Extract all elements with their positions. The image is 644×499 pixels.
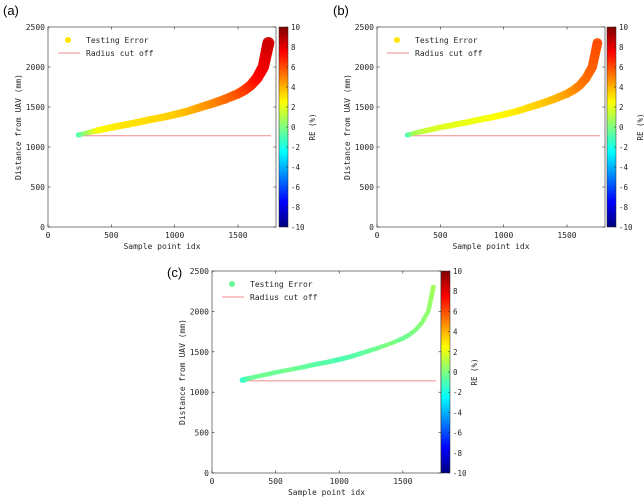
colorbar-label: RE (%) [470, 358, 479, 385]
colorbar-tick-label: -2 [453, 388, 462, 397]
scatter-point [430, 284, 436, 290]
x-tick-label: 0 [210, 477, 215, 486]
colorbar-tick-label: 8 [619, 43, 624, 52]
x-tick-label: 1000 [330, 477, 349, 486]
colorbar-tick-label: -8 [291, 203, 301, 212]
y-tick-label: 1000 [355, 143, 374, 152]
legend-label-testing-error: Testing Error [250, 280, 313, 289]
y-axis-label: Distance from UAV (mm) [178, 319, 187, 425]
y-tick-label: 500 [195, 429, 210, 438]
y-tick-label: 0 [204, 469, 209, 478]
legend-label-testing-error: Testing Error [415, 36, 478, 45]
colorbar-tick-label: -2 [619, 143, 628, 152]
y-tick-label: 2500 [190, 267, 209, 276]
y-tick-label: 2500 [355, 23, 374, 32]
colorbar-tick-label: 4 [291, 83, 296, 92]
scatter-panel-a: (a) 0 500 1000 1500 0 500 1000 1500 2000 2500 Sampl… [3, 3, 317, 251]
colorbar-tick-label: -10 [619, 223, 633, 232]
colorbar-tick-label: 2 [619, 103, 624, 112]
colorbar-tick-label: -8 [453, 449, 463, 458]
x-tick-label: 1000 [494, 231, 513, 240]
colorbar-tick-label: 10 [291, 23, 301, 32]
y-axis-label: Distance from UAV (mm) [14, 74, 23, 180]
panel-label: (b) [333, 3, 349, 18]
scatter-panel-b: (b) 0 500 1000 1500 0 500 1000 1500 2000 2500 Sampl… [333, 3, 644, 251]
colorbar-tick-label: -4 [619, 163, 629, 172]
x-axis-label: Sample point idx [123, 242, 200, 251]
colorbar-tick-label: 6 [619, 63, 624, 72]
scatter-point [262, 37, 275, 49]
legend-marker-testing-error [229, 281, 235, 287]
colorbar-tick-label: 10 [453, 267, 463, 276]
panel-label: (c) [167, 265, 182, 280]
colorbar-tick-label: -4 [453, 408, 463, 417]
x-tick-label: 1500 [393, 477, 412, 486]
colorbar-tick-label: -6 [453, 429, 463, 438]
legend-label-radius-cutoff: Radius cut off [415, 49, 483, 58]
colorbar-tick-label: 2 [453, 348, 458, 357]
y-tick-label: 1500 [190, 348, 209, 357]
y-tick-label: 1500 [355, 103, 374, 112]
y-tick-label: 500 [360, 183, 375, 192]
legend-label-radius-cutoff: Radius cut off [250, 293, 318, 302]
colorbar-tick-label: 8 [453, 287, 458, 296]
legend-box [382, 30, 488, 60]
y-axis-label: Distance from UAV (mm) [343, 74, 352, 180]
y-tick-label: 2000 [190, 307, 209, 316]
axes-frame [376, 26, 606, 228]
colorbar-tick-label: 6 [291, 63, 296, 72]
colorbar-tick-label: -2 [291, 143, 300, 152]
x-tick-label: 0 [375, 231, 380, 240]
y-tick-label: 2500 [26, 23, 45, 32]
colorbar-tick-label: -6 [619, 183, 629, 192]
x-tick-label: 1500 [228, 231, 247, 240]
colorbar-tick-label: 0 [619, 123, 624, 132]
colorbar-tick-label: 10 [619, 23, 629, 32]
axes-frame [211, 270, 442, 474]
scatter-panel-c: (c) 0 500 1000 1500 0 500 1000 1500 2000 2500 Sampl… [167, 265, 479, 497]
legend-label-testing-error: Testing Error [86, 36, 149, 45]
y-tick-label: 500 [31, 183, 46, 192]
colorbar-tick-label: 0 [453, 368, 458, 377]
panel-label: (a) [3, 3, 19, 18]
y-tick-label: 0 [369, 223, 374, 232]
legend-marker-testing-error [394, 37, 400, 43]
scatter-point [592, 38, 603, 48]
x-tick-label: 0 [46, 231, 51, 240]
y-tick-label: 1000 [190, 388, 209, 397]
y-tick-label: 2000 [26, 63, 45, 72]
x-tick-label: 500 [104, 231, 119, 240]
x-tick-label: 500 [268, 477, 283, 486]
y-tick-label: 1500 [26, 103, 45, 112]
y-tick-label: 2000 [355, 63, 374, 72]
colorbar-tick-label: 2 [291, 103, 296, 112]
colorbar-tick-label: 4 [453, 328, 458, 337]
legend-marker-testing-error [65, 37, 71, 43]
legend-label-radius-cutoff: Radius cut off [86, 49, 154, 58]
colorbar-tick-label: 0 [291, 123, 296, 132]
x-tick-label: 1000 [165, 231, 184, 240]
x-tick-label: 1500 [557, 231, 576, 240]
colorbar-tick-label: -4 [291, 163, 301, 172]
colorbar-tick-label: -10 [291, 223, 305, 232]
x-axis-label: Sample point idx [288, 488, 365, 497]
legend-box [217, 274, 323, 304]
colorbar-tick-label: 4 [619, 83, 624, 92]
colorbar-label: RE (%) [308, 113, 317, 140]
y-tick-label: 1000 [26, 143, 45, 152]
axes-frame [47, 26, 277, 228]
colorbar-tick-label: -6 [291, 183, 301, 192]
y-tick-label: 0 [40, 223, 45, 232]
colorbar-label: RE (%) [636, 113, 644, 140]
colorbar-tick-label: 6 [453, 307, 458, 316]
colorbar-tick-label: 8 [291, 43, 296, 52]
colorbar-tick-label: -10 [453, 469, 467, 478]
colorbar-tick-label: -8 [619, 203, 629, 212]
x-axis-label: Sample point idx [452, 242, 529, 251]
x-tick-label: 500 [433, 231, 448, 240]
legend-box [53, 30, 159, 60]
